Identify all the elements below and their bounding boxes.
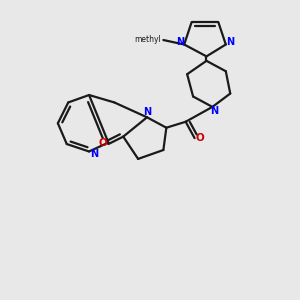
Text: O: O xyxy=(196,133,204,142)
Text: N: N xyxy=(143,107,151,117)
Text: methyl: methyl xyxy=(134,34,161,43)
Text: N: N xyxy=(90,149,98,159)
Text: N: N xyxy=(210,106,218,116)
Text: O: O xyxy=(99,139,107,148)
Text: N: N xyxy=(226,37,234,47)
Text: N: N xyxy=(176,37,184,47)
